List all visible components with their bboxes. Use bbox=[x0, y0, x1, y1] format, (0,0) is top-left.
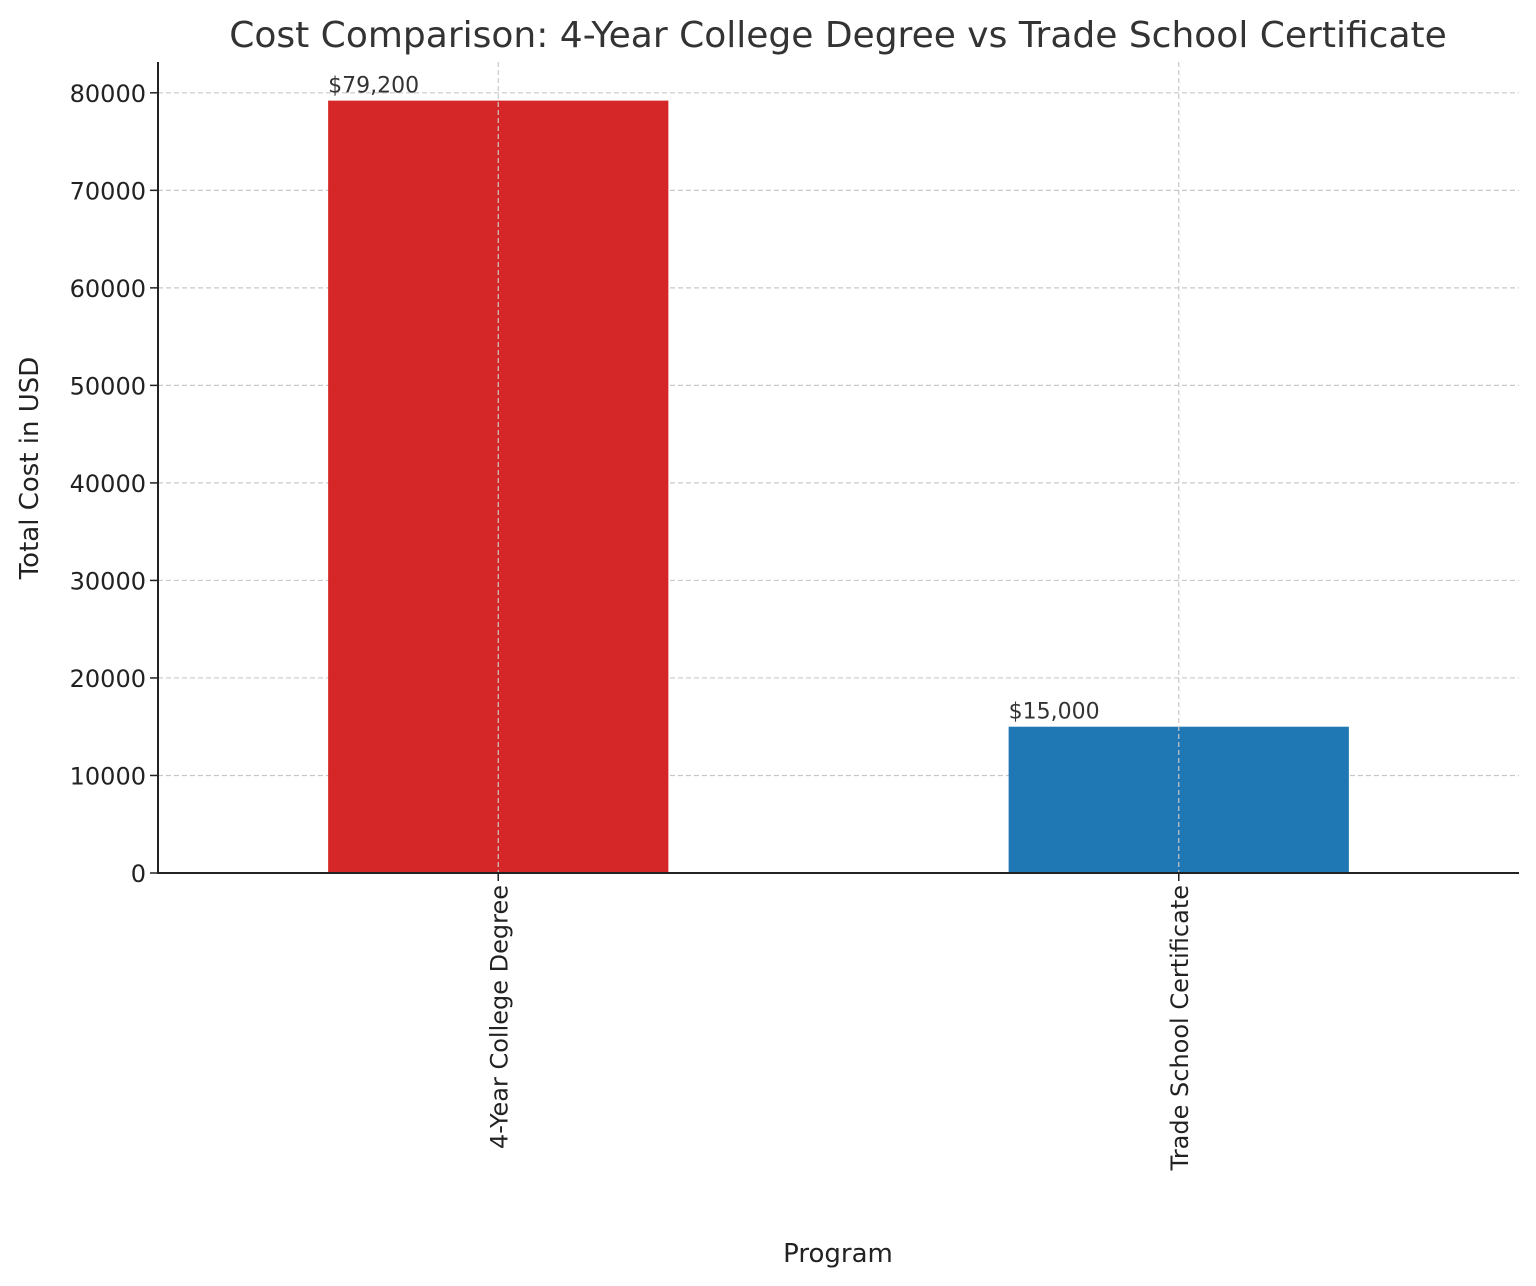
y-tick-label: 70000 bbox=[70, 177, 146, 205]
y-tick-label: 80000 bbox=[70, 80, 146, 108]
bar-value-label: $15,000 bbox=[1009, 700, 1100, 725]
y-tick-label: 0 bbox=[131, 860, 146, 888]
chart-title: Cost Comparison: 4-Year College Degree v… bbox=[229, 15, 1447, 56]
bar-value-label: $79,200 bbox=[328, 74, 419, 99]
x-tick-label: Trade School Certificate bbox=[1166, 885, 1194, 1171]
y-tick-label: 20000 bbox=[70, 665, 146, 693]
y-tick-label: 50000 bbox=[70, 372, 146, 400]
x-tick-label: 4-Year College Degree bbox=[485, 885, 513, 1149]
y-tick-label: 60000 bbox=[70, 275, 146, 303]
y-tick-label: 10000 bbox=[70, 762, 146, 790]
bars: $79,200 $15,000 bbox=[328, 74, 1349, 874]
vertical-gridlines bbox=[497, 62, 1180, 873]
x-axis-label: Program bbox=[783, 1239, 893, 1269]
ticks: 0 10000 20000 30000 40000 50000 60000 70000 8000… bbox=[70, 80, 1194, 1171]
y-axis-label: Total Cost in USD bbox=[15, 357, 45, 581]
y-tick-label: 40000 bbox=[70, 470, 146, 498]
y-tick-label: 30000 bbox=[70, 567, 146, 595]
